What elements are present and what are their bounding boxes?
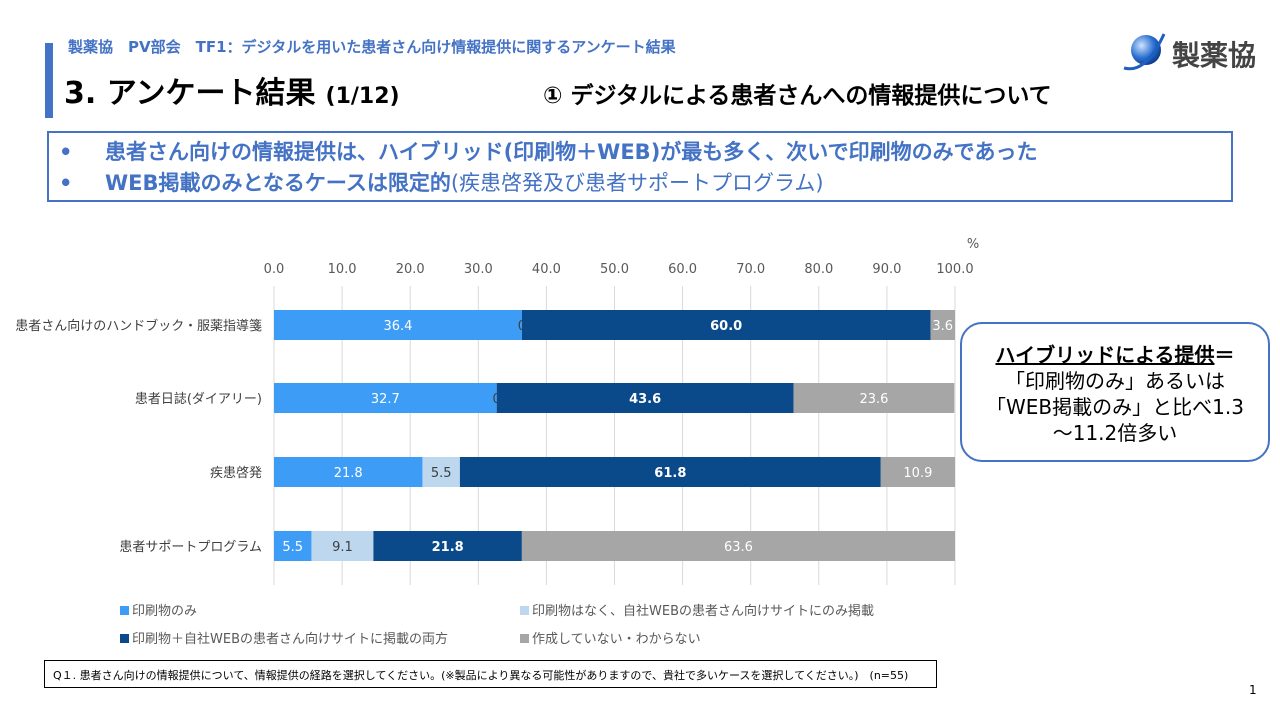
page-number: 1 — [1249, 683, 1257, 697]
data-label: 32.7 — [371, 392, 400, 407]
data-label: 5.5 — [431, 466, 452, 481]
data-label: 36.4 — [383, 319, 412, 334]
x-tick-label: 100.0 — [936, 262, 973, 277]
x-tick-label: 20.0 — [396, 262, 425, 277]
legend-label: 印刷物はなく、自社WEBの患者さん向けサイトにのみ掲載 — [532, 604, 874, 619]
data-label: 21.8 — [334, 466, 363, 481]
bar-segment — [496, 383, 794, 413]
data-label: 63.6 — [724, 540, 753, 555]
legend-item: 作成していない・わからない — [520, 628, 701, 647]
bar-segment — [274, 310, 522, 340]
title-accent-bar — [45, 43, 53, 118]
category-label: 疾患啓発 — [210, 466, 262, 481]
bar-segment — [274, 531, 312, 561]
legend-swatch — [120, 634, 129, 643]
stacked-bar-chart: 0.0 10.0 20.0 30.0 40.0 50.0 60.0 70.0 80.0 90.0 1… — [15, 237, 979, 585]
bar-segment — [793, 383, 955, 413]
logo: 製薬協 — [1120, 30, 1270, 74]
summary-box: • 患者さん向けの情報提供は、ハイブリッド(印刷物＋WEB)が最も多く、次いで印刷… — [47, 131, 1233, 202]
category-label: 患者日誌(ダイアリー) — [135, 391, 262, 407]
data-label: 43.6 — [629, 392, 661, 407]
bar-segment — [880, 457, 955, 487]
logo-text: 製薬協 — [1172, 39, 1257, 72]
callout-box: ハイブリッドによる提供＝ 「印刷物のみ」あるいは 「WEB掲載のみ」と比べ1.3… — [960, 322, 1270, 462]
unit-label: % — [967, 237, 979, 252]
bar-segment — [521, 531, 955, 561]
callout-line-3: 「WEB掲載のみ」と比べ1.3 — [986, 395, 1244, 419]
callout-eq: ＝ — [1214, 343, 1235, 367]
data-label: 21.8 — [432, 540, 464, 555]
data-label: 3.6 — [932, 319, 953, 334]
summary-text-2: WEB掲載のみとなるケースは限定的 — [105, 171, 451, 195]
x-tick-label: 0.0 — [264, 262, 285, 277]
bullet: • — [59, 140, 73, 164]
data-label: 9.1 — [332, 540, 353, 555]
legend-item: 印刷物のみ — [120, 600, 197, 619]
bar-segment — [274, 457, 423, 487]
data-label: 5.5 — [282, 540, 303, 555]
page-indicator: (1/12) — [325, 84, 400, 109]
callout-line-4: ～11.2倍多い — [1052, 421, 1178, 445]
question-footnote: Q１. 患者さん向けの情報提供について、情報提供の経路を選択してください。(※製… — [44, 660, 937, 688]
legend-label: 作成していない・わからない — [532, 632, 701, 647]
bar-segment — [274, 383, 497, 413]
bar-segment — [930, 310, 955, 340]
bar-segment — [459, 457, 881, 487]
bar-segment — [373, 531, 522, 561]
section-heading: ① デジタルによる患者さんへの情報提供について — [543, 83, 1052, 109]
data-label: 10.9 — [903, 466, 932, 481]
legend-swatch — [520, 606, 529, 615]
summary-line-2: • WEB掲載のみとなるケースは限定的(疾患啓発及び患者サポートプログラム) — [59, 168, 1221, 199]
category-label: 患者さん向けのハンドブック・服薬指導箋 — [15, 318, 262, 334]
slide-title: 3. アンケート結果 (1/12) — [64, 68, 400, 112]
summary-text-1: 患者さん向けの情報提供は、ハイブリッド(印刷物＋WEB)が最も多く、次いで印刷物… — [105, 140, 1038, 164]
legend-swatch — [120, 606, 129, 615]
callout-heading: ハイブリッドによる提供 — [995, 343, 1215, 367]
legend-item: 印刷物はなく、自社WEBの患者さん向けサイトにのみ掲載 — [520, 600, 874, 619]
bar-segment — [521, 310, 931, 340]
chart-legend: 印刷物のみ 印刷物はなく、自社WEBの患者さん向けサイトにのみ掲載印刷物＋自社WE… — [120, 600, 920, 650]
summary-text-2-note: (疾患啓発及び患者サポートプログラム) — [450, 171, 824, 195]
summary-line-1: • 患者さん向けの情報提供は、ハイブリッド(印刷物＋WEB)が最も多く、次いで印刷… — [59, 137, 1221, 168]
category-label: 患者サポートプログラム — [119, 540, 262, 555]
bar-segment — [311, 531, 374, 561]
legend-label: 印刷物＋自社WEBの患者さん向けサイトに掲載の両方 — [132, 632, 448, 647]
x-tick-label: 30.0 — [464, 262, 493, 277]
title-text: 3. アンケート結果 — [64, 76, 316, 111]
x-tick-label: 90.0 — [872, 262, 901, 277]
data-label: 23.6 — [859, 392, 888, 407]
x-tick-label: 70.0 — [736, 262, 765, 277]
x-tick-label: 10.0 — [328, 262, 357, 277]
x-tick-label: 60.0 — [668, 262, 697, 277]
legend-item: 印刷物＋自社WEBの患者さん向けサイトに掲載の両方 — [120, 628, 448, 647]
callout-line-2: 「印刷物のみ」あるいは — [1005, 369, 1225, 393]
slide-subtitle: 製薬協 PV部会 TF1：デジタルを用いた患者さん向け情報提供に関するアンケート… — [68, 38, 676, 56]
legend-swatch — [520, 634, 529, 643]
data-label: 61.8 — [654, 466, 686, 481]
globe-logo-icon — [1123, 33, 1166, 71]
bar-segment — [422, 457, 460, 487]
bullet: • — [59, 171, 73, 195]
x-tick-label: 80.0 — [804, 262, 833, 277]
data-label: 60.0 — [710, 319, 742, 334]
x-tick-label: 40.0 — [532, 262, 561, 277]
x-tick-label: 50.0 — [600, 262, 629, 277]
legend-label: 印刷物のみ — [132, 604, 198, 619]
